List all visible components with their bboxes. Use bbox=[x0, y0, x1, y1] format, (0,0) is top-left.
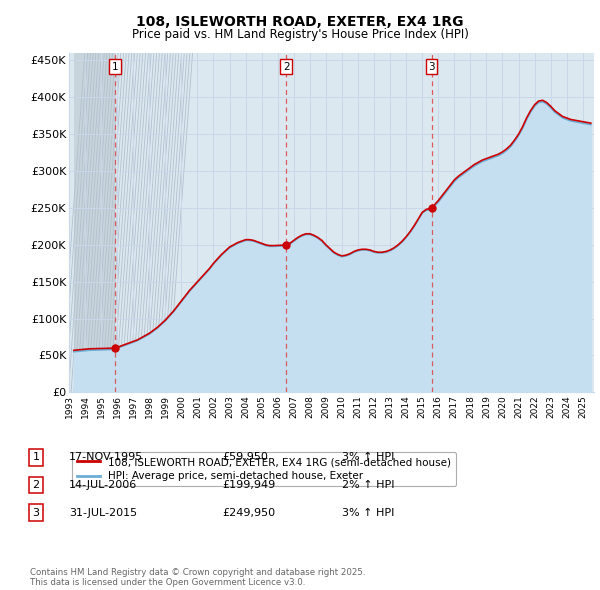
Text: £59,950: £59,950 bbox=[222, 453, 268, 462]
Bar bbox=[74, 53, 115, 392]
Text: 108, ISLEWORTH ROAD, EXETER, EX4 1RG: 108, ISLEWORTH ROAD, EXETER, EX4 1RG bbox=[136, 15, 464, 29]
Text: 3% ↑ HPI: 3% ↑ HPI bbox=[342, 453, 394, 462]
Text: 2% ↑ HPI: 2% ↑ HPI bbox=[342, 480, 395, 490]
Text: 17-NOV-1995: 17-NOV-1995 bbox=[69, 453, 143, 462]
Text: 2: 2 bbox=[283, 61, 290, 71]
Legend: 108, ISLEWORTH ROAD, EXETER, EX4 1RG (semi-detached house), HPI: Average price, : 108, ISLEWORTH ROAD, EXETER, EX4 1RG (se… bbox=[71, 452, 456, 486]
Text: 1: 1 bbox=[112, 61, 119, 71]
Text: 14-JUL-2006: 14-JUL-2006 bbox=[69, 480, 137, 490]
Text: Price paid vs. HM Land Registry's House Price Index (HPI): Price paid vs. HM Land Registry's House … bbox=[131, 28, 469, 41]
Text: 3% ↑ HPI: 3% ↑ HPI bbox=[342, 508, 394, 517]
Text: 3: 3 bbox=[428, 61, 435, 71]
Text: £249,950: £249,950 bbox=[222, 508, 275, 517]
Text: 31-JUL-2015: 31-JUL-2015 bbox=[69, 508, 137, 517]
Text: 1: 1 bbox=[32, 453, 40, 462]
Text: 3: 3 bbox=[32, 508, 40, 517]
Text: £199,949: £199,949 bbox=[222, 480, 275, 490]
Text: Contains HM Land Registry data © Crown copyright and database right 2025.
This d: Contains HM Land Registry data © Crown c… bbox=[30, 568, 365, 587]
Text: 2: 2 bbox=[32, 480, 40, 490]
